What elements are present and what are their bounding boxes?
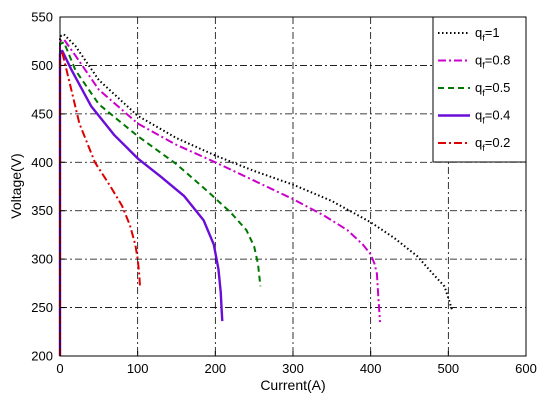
y-tick-label: 250	[31, 300, 53, 315]
y-tick-label: 400	[31, 155, 53, 170]
legend-label-0: qf=1	[475, 25, 500, 43]
series-line-1	[59, 38, 381, 356]
legend-label-1: qf=0.8	[475, 53, 510, 71]
grid	[60, 17, 526, 356]
y-tick-label: 550	[31, 10, 53, 25]
series-line-2	[59, 41, 262, 356]
axis-ticks: 0 100 200 300 400 500 600 200 250 300 350 400 450 500…	[31, 10, 537, 377]
legend-box	[432, 16, 527, 163]
legend-label-4: qf=0.2	[475, 135, 510, 153]
legend: qf=1 qf=0.8 qf=0.5 qf=0.4 qf=0.2	[432, 16, 527, 163]
x-tick-label: 600	[515, 361, 537, 376]
series-line-4	[59, 51, 141, 356]
x-tick-label: 100	[127, 361, 149, 376]
x-tick-label: 300	[282, 361, 304, 376]
data-series	[58, 33, 454, 356]
y-tick-label: 350	[31, 203, 53, 218]
x-axis-label: Current(A)	[260, 377, 325, 393]
x-tick-label: 0	[56, 361, 63, 376]
x-tick-label: 200	[204, 361, 226, 376]
series-line-0	[59, 33, 454, 356]
y-tick-label: 300	[31, 252, 53, 267]
series-line-3	[58, 49, 224, 356]
x-tick-label: 400	[360, 361, 382, 376]
y-tick-label: 200	[31, 349, 53, 364]
y-tick-label: 450	[31, 106, 53, 121]
y-tick-label: 500	[31, 58, 53, 73]
x-tick-label: 500	[437, 361, 459, 376]
legend-label-2: qf=0.5	[475, 80, 510, 98]
y-axis-label: Voltage(V)	[8, 153, 24, 218]
legend-label-3: qf=0.4	[475, 108, 510, 126]
